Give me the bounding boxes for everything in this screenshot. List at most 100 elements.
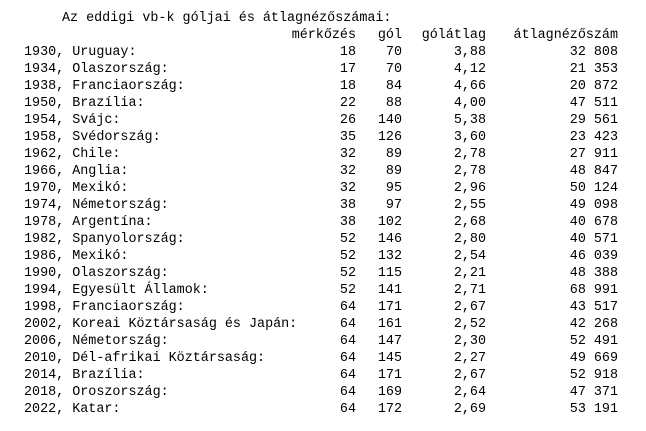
row-average-attendance: 43 517 [569, 300, 618, 315]
table-row: 2022, Katar: 64 172 2,69 53 191 [0, 401, 646, 418]
table-row: 1954, Svájc: 26 140 5,38 29 561 [0, 112, 646, 129]
header-goal-average: gólátlag [421, 28, 486, 43]
table-row: 2006, Németország: 64 147 2,30 52 491 [0, 333, 646, 350]
row-goals: 95 [385, 181, 402, 196]
row-matches: 32 [339, 164, 356, 179]
row-average-attendance: 52 918 [569, 368, 618, 383]
table-row: 1966, Anglia: 32 89 2,78 48 847 [0, 163, 646, 180]
row-event: 1990, Olaszország: [24, 266, 169, 281]
row-average-attendance: 27 911 [569, 147, 618, 162]
row-event: 1930, Uruguay: [24, 45, 137, 60]
header-matches: mérkőzés [291, 28, 356, 43]
row-matches: 64 [339, 402, 356, 417]
row-matches: 17 [339, 62, 356, 77]
header-goals: gól [377, 28, 402, 43]
row-goals: 102 [377, 215, 402, 230]
row-goals: 169 [377, 385, 402, 400]
row-goal-average: 2,55 [453, 198, 486, 213]
row-goal-average: 2,27 [453, 351, 486, 366]
row-event: 1938, Franciaország: [24, 79, 185, 94]
table-row: 1990, Olaszország: 52 115 2,21 48 388 [0, 265, 646, 282]
row-goal-average: 2,64 [453, 385, 486, 400]
header-average-attendance: átlagnézőszám [513, 28, 618, 43]
row-goal-average: 2,80 [453, 232, 486, 247]
table-row: 1982, Spanyolország: 52 146 2,80 40 571 [0, 231, 646, 248]
table-row: 2018, Oroszország: 64 169 2,64 47 371 [0, 384, 646, 401]
row-average-attendance: 48 388 [569, 266, 618, 281]
row-goals: 146 [377, 232, 402, 247]
row-event: 2010, Dél-afrikai Köztársaság: [24, 351, 266, 366]
row-event: 1962, Chile: [24, 147, 121, 162]
row-matches: 64 [339, 334, 356, 349]
row-average-attendance: 49 669 [569, 351, 618, 366]
row-goals: 70 [385, 62, 402, 77]
row-goals: 147 [377, 334, 402, 349]
row-event: 1958, Svédország: [24, 130, 161, 145]
row-goals: 126 [377, 130, 402, 145]
row-goals: 88 [385, 96, 402, 111]
row-goals: 145 [377, 351, 402, 366]
row-goal-average: 4,66 [453, 79, 486, 94]
row-event: 1998, Franciaország: [24, 300, 185, 315]
row-goals: 70 [385, 45, 402, 60]
row-average-attendance: 49 098 [569, 198, 618, 213]
row-matches: 52 [339, 232, 356, 247]
table-row: 1934, Olaszország: 17 70 4,12 21 353 [0, 61, 646, 78]
row-goal-average: 2,54 [453, 249, 486, 264]
row-average-attendance: 47 371 [569, 385, 618, 400]
row-goal-average: 3,60 [453, 130, 486, 145]
table-header-row: mérkőzés gól gólátlag átlagnézőszám [0, 27, 646, 44]
row-matches: 18 [339, 45, 356, 60]
table-row: 1962, Chile: 32 89 2,78 27 911 [0, 146, 646, 163]
row-matches: 26 [339, 113, 356, 128]
row-event: 1970, Mexikó: [24, 181, 129, 196]
row-goal-average: 2,78 [453, 164, 486, 179]
table-row: 2010, Dél-afrikai Köztársaság: 64 145 2,27 4… [0, 350, 646, 367]
row-goal-average: 2,67 [453, 368, 486, 383]
row-event: 2014, Brazília: [24, 368, 145, 383]
row-matches: 64 [339, 368, 356, 383]
row-event: 1954, Svájc: [24, 113, 121, 128]
table-row: 1978, Argentína: 38 102 2,68 40 678 [0, 214, 646, 231]
row-goal-average: 5,38 [453, 113, 486, 128]
row-event: 1986, Mexikó: [24, 249, 129, 264]
row-goal-average: 2,68 [453, 215, 486, 230]
table-row: 1974, Németország: 38 97 2,55 49 098 [0, 197, 646, 214]
row-matches: 32 [339, 147, 356, 162]
row-goal-average: 2,71 [453, 283, 486, 298]
row-event: 2002, Koreai Köztársaság és Japán: [24, 317, 298, 332]
row-goal-average: 2,21 [453, 266, 486, 281]
row-event: 1994, Egyesült Államok: [24, 283, 209, 298]
row-goals: 89 [385, 147, 402, 162]
row-average-attendance: 40 678 [569, 215, 618, 230]
row-matches: 38 [339, 198, 356, 213]
table-row: 2002, Koreai Köztársaság és Japán: 64 161 2… [0, 316, 646, 333]
row-goals: 171 [377, 368, 402, 383]
row-average-attendance: 50 124 [569, 181, 618, 196]
row-matches: 32 [339, 181, 356, 196]
row-goal-average: 3,88 [453, 45, 486, 60]
table-row: 1950, Brazília: 22 88 4,00 47 511 [0, 95, 646, 112]
row-event: 1966, Anglia: [24, 164, 129, 179]
row-event: 1978, Argentína: [24, 215, 153, 230]
row-matches: 64 [339, 351, 356, 366]
row-matches: 64 [339, 317, 356, 332]
row-event: 1934, Olaszország: [24, 62, 169, 77]
row-goal-average: 2,67 [453, 300, 486, 315]
row-goals: 84 [385, 79, 402, 94]
table-row: 1970, Mexikó: 32 95 2,96 50 124 [0, 180, 646, 197]
row-goals: 89 [385, 164, 402, 179]
table-row: 1998, Franciaország: 64 171 2,67 43 517 [0, 299, 646, 316]
row-goal-average: 2,30 [453, 334, 486, 349]
row-matches: 38 [339, 215, 356, 230]
table-row: 2014, Brazília: 64 171 2,67 52 918 [0, 367, 646, 384]
table-row: 1986, Mexikó: 52 132 2,54 46 039 [0, 248, 646, 265]
table-row: 1938, Franciaország: 18 84 4,66 20 872 [0, 78, 646, 95]
row-goals: 115 [377, 266, 402, 281]
row-average-attendance: 23 423 [569, 130, 618, 145]
page-title: Az eddigi vb-k góljai és átlagnézőszámai… [62, 11, 392, 26]
row-goal-average: 2,78 [453, 147, 486, 162]
row-matches: 52 [339, 249, 356, 264]
row-matches: 64 [339, 385, 356, 400]
row-average-attendance: 47 511 [569, 96, 618, 111]
